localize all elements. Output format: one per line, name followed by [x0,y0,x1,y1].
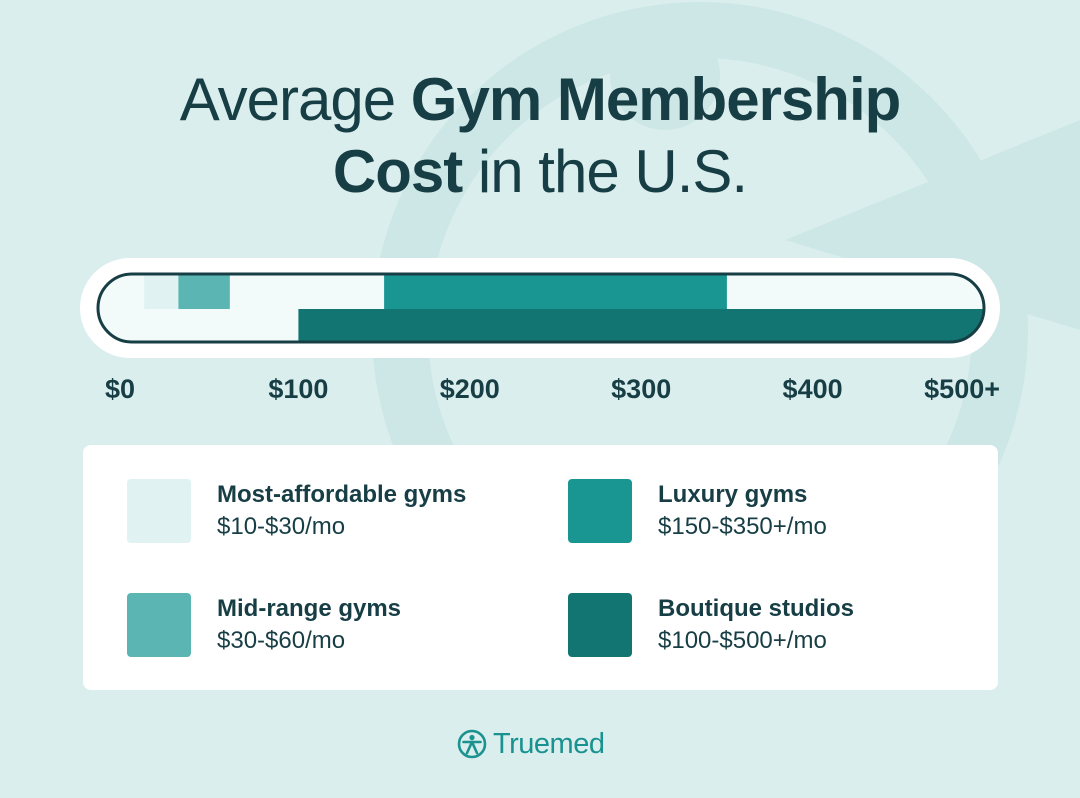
truemed-logo-icon [457,729,487,759]
x-tick-label: $200 [439,374,500,404]
bar-luxury-gyms [384,274,727,309]
bar-most-affordable-gyms [144,274,179,309]
legend-range: $100-$500+/mo [658,627,827,654]
title-bold-text: Cost [332,138,463,205]
title-line-1: Average Gym Membership [0,64,1080,136]
legend-name: Boutique studios [658,595,854,622]
x-tick-label: $400 [782,374,843,404]
bar-mid-range-gyms [178,274,230,309]
legend-range: $10-$30/mo [217,513,346,540]
bar-track-outline [96,272,986,344]
legend-card: Most-affordable gyms $10-$30/mo Luxury g… [83,445,998,690]
brand-name: Truemed [493,727,605,760]
legend-swatch-boutique [568,593,632,657]
legend-swatch-most-affordable [127,479,191,543]
legend-name: Mid-range gyms [217,595,402,622]
legend-swatch-mid-range [127,593,191,657]
title-regular-text: in the U.S. [462,138,748,205]
legend-name: Luxury gyms [658,481,808,508]
title-bold-text: Gym Membership [410,66,901,133]
legend-swatch-luxury [568,479,632,543]
bar-boutique-studios [298,309,984,342]
x-tick-label: $300 [611,374,672,404]
legend-name: Most-affordable gyms [217,481,467,508]
x-tick-label: $0 [105,374,136,404]
x-tick-label: $100 [268,374,329,404]
legend-range: $150-$350+/mo [658,513,827,540]
legend-range: $30-$60/mo [217,627,346,654]
price-range-bar-chart [80,258,1000,358]
title-regular-text: Average [179,66,411,133]
brand-logo: Truemed [457,726,605,762]
title-line-2: Cost in the U.S. [0,136,1080,208]
x-tick-label: $500+ [924,374,1000,404]
page-title: Average Gym Membership Cost in the U.S. [0,64,1080,208]
